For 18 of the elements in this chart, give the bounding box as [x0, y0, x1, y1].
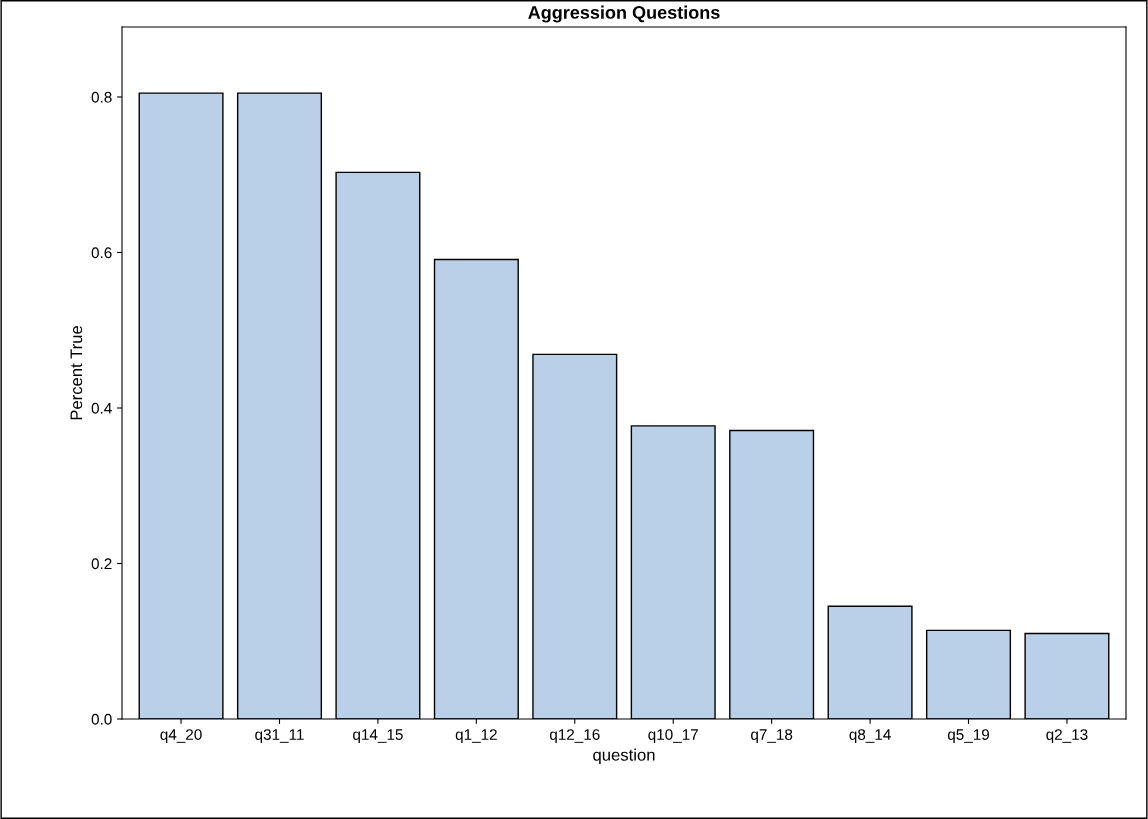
x-tick-label: q2_13: [1046, 729, 1088, 743]
x-tick-label: q14_15: [353, 729, 403, 743]
y-tick-label: 0.4: [91, 402, 112, 414]
y-tick-label: 0.8: [91, 91, 112, 103]
y-axis-title: Percent True: [70, 326, 83, 420]
x-tick-label: q4_20: [160, 729, 202, 743]
x-tick-label: q10_17: [648, 729, 698, 743]
x-tick-label: q12_16: [549, 729, 600, 743]
y-tick-label: 0.0: [91, 713, 112, 725]
y-tick-label: 0.6: [91, 247, 112, 259]
x-tick-label: q5_19: [947, 729, 990, 743]
y-tick-label: 0.2: [91, 558, 112, 570]
x-axis-title: question: [593, 748, 655, 765]
x-tick-label: q7_18: [751, 729, 793, 743]
chart-title: Aggression Questions: [528, 5, 720, 23]
x-tick-label: q8_14: [849, 729, 891, 743]
x-tick-label: q1_12: [455, 729, 497, 743]
x-tick-label: q31_11: [255, 729, 304, 743]
